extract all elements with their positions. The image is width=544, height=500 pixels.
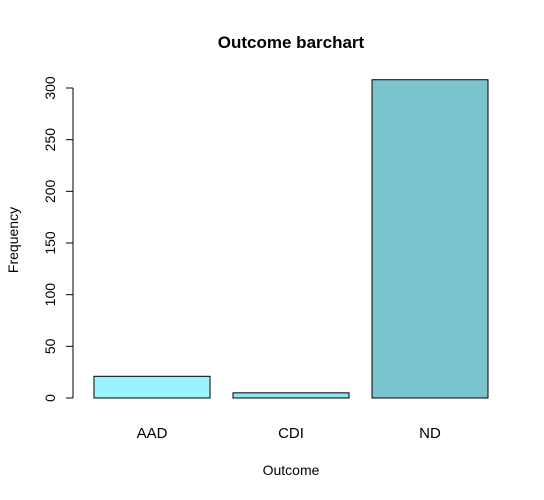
bars — [93, 79, 489, 399]
bar-aad — [93, 375, 211, 399]
x-tick-label-aad: AAD — [137, 425, 168, 442]
x-axis-label: Outcome — [263, 462, 320, 478]
y-tick-label: 300 — [42, 76, 58, 100]
y-tick-label: 250 — [42, 128, 58, 152]
bar-cdi — [232, 392, 350, 399]
y-axis-label: Frequency — [5, 207, 21, 273]
chart-title: Outcome barchart — [218, 33, 365, 52]
y-tick-label: 50 — [42, 338, 58, 354]
y-tick-label: 200 — [42, 179, 58, 203]
x-tick-label-nd: ND — [419, 425, 441, 442]
x-axis-tick-labels: AAD CDI ND — [137, 425, 441, 442]
y-axis: 0 50 100 150 200 250 300 — [42, 76, 74, 402]
y-tick-label: 100 — [42, 283, 58, 307]
y-tick-label: 150 — [42, 231, 58, 255]
bar-nd — [371, 79, 489, 399]
y-tick-label: 0 — [42, 394, 58, 402]
x-tick-label-cdi: CDI — [278, 425, 304, 442]
